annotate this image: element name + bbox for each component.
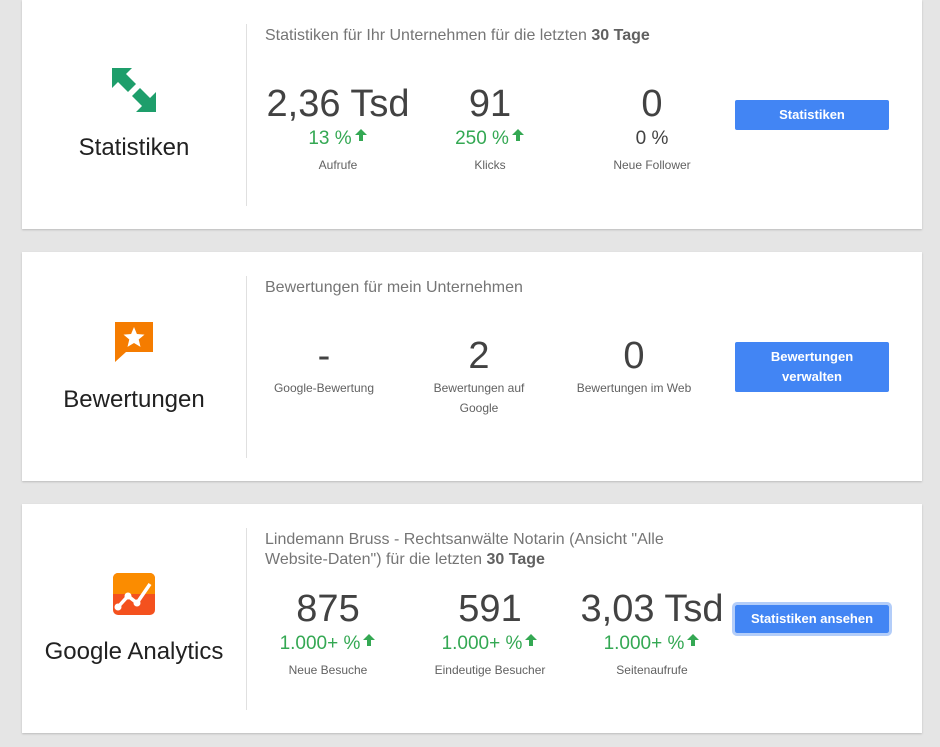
- metric-label: Seitenaufrufe: [616, 663, 688, 677]
- star-review-icon: [110, 318, 158, 366]
- metric-value: 91: [468, 83, 512, 125]
- metric-change: 1.000+ %: [248, 631, 408, 657]
- metric-clicks: 91 250 % Klicks: [410, 82, 570, 175]
- metric-change: 1.000+ %: [410, 631, 570, 657]
- metric-value: 0: [641, 83, 663, 125]
- metric-value: 0: [623, 335, 645, 377]
- arrow-up-icon: [354, 128, 368, 142]
- metric-label: Eindeutige Besucher: [434, 663, 546, 677]
- metric-value: 591: [458, 588, 522, 630]
- statistics-card-header: Statistiken: [22, 0, 246, 229]
- arrow-up-icon: [511, 128, 525, 142]
- metric-web-reviews: 0 Bewertungen im Web: [554, 334, 714, 398]
- metric-label: Bewertungen auf Google: [433, 381, 525, 415]
- metric-label: Neue Besuche: [288, 663, 368, 677]
- subtitle-period: 30 Tage: [486, 551, 545, 568]
- card-subtitle: Lindemann Bruss - Rechtsanwälte Notarin …: [265, 530, 705, 570]
- arrow-up-icon: [524, 633, 538, 647]
- metric-google-reviews: 2 Bewertungen auf Google: [399, 334, 559, 418]
- card-title: Bewertungen: [63, 386, 205, 413]
- change-text: 13 %: [308, 128, 352, 149]
- subtitle-text: Lindemann Bruss - Rechtsanwälte Notarin …: [265, 531, 664, 568]
- metric-change: 250 %: [410, 126, 570, 152]
- analytics-card-header: Google Analytics: [22, 504, 246, 733]
- statistics-card: Statistiken Statistiken für Ihr Unterneh…: [22, 0, 922, 229]
- metric-label: Google-Bewertung: [273, 381, 375, 395]
- metric-value: 3,03 Tsd: [580, 588, 724, 630]
- metric-value: -: [317, 335, 331, 377]
- divider: [246, 276, 247, 458]
- view-statistics-button[interactable]: Statistiken ansehen: [732, 602, 892, 636]
- card-subtitle: Statistiken für Ihr Unternehmen für die …: [265, 26, 705, 46]
- metric-label: Aufrufe: [318, 158, 358, 172]
- arrows-exchange-icon: [110, 66, 158, 114]
- metric-new-visits: 875 1.000+ % Neue Besuche: [248, 587, 408, 680]
- reviews-card: Bewertungen Bewertungen für mein Unterne…: [22, 252, 922, 481]
- metric-value: 2,36 Tsd: [266, 83, 410, 125]
- change-text: 1.000+ %: [603, 633, 685, 654]
- metric-value: 875: [296, 588, 360, 630]
- card-title: Google Analytics: [44, 638, 224, 665]
- change-text: 250 %: [455, 128, 509, 149]
- metric-change: 0 %: [635, 128, 669, 149]
- statistics-button[interactable]: Statistiken: [735, 100, 889, 130]
- metric-label: Klicks: [474, 158, 506, 172]
- metric-views: 2,36 Tsd 13 % Aufrufe: [258, 82, 418, 175]
- metric-label: Neue Follower: [613, 158, 691, 172]
- analytics-icon: [110, 570, 158, 618]
- metric-unique-visitors: 591 1.000+ % Eindeutige Besucher: [410, 587, 570, 680]
- subtitle-text: Statistiken für Ihr Unternehmen für die …: [265, 27, 592, 44]
- manage-reviews-button[interactable]: Bewertungen verwalten: [735, 342, 889, 392]
- metric-pageviews: 3,03 Tsd 1.000+ % Seitenaufrufe: [572, 587, 732, 680]
- change-text: 1.000+ %: [441, 633, 523, 654]
- divider: [246, 528, 247, 710]
- analytics-card: Google Analytics Lindemann Bruss - Recht…: [22, 504, 922, 733]
- metric-change: 1.000+ %: [572, 631, 732, 657]
- metric-google-rating: - Google-Bewertung: [244, 334, 404, 398]
- change-text: 1.000+ %: [279, 633, 361, 654]
- metric-change: 13 %: [258, 126, 418, 152]
- arrow-up-icon: [686, 633, 700, 647]
- metric-label: Bewertungen im Web: [576, 381, 692, 395]
- subtitle-period: 30 Tage: [591, 27, 650, 44]
- metric-value: 2: [468, 335, 490, 377]
- card-title: Statistiken: [78, 134, 190, 161]
- reviews-card-header: Bewertungen: [22, 252, 246, 481]
- card-subtitle: Bewertungen für mein Unternehmen: [265, 279, 523, 296]
- divider: [246, 24, 247, 206]
- arrow-up-icon: [362, 633, 376, 647]
- metric-followers: 0 0 % Neue Follower: [572, 82, 732, 175]
